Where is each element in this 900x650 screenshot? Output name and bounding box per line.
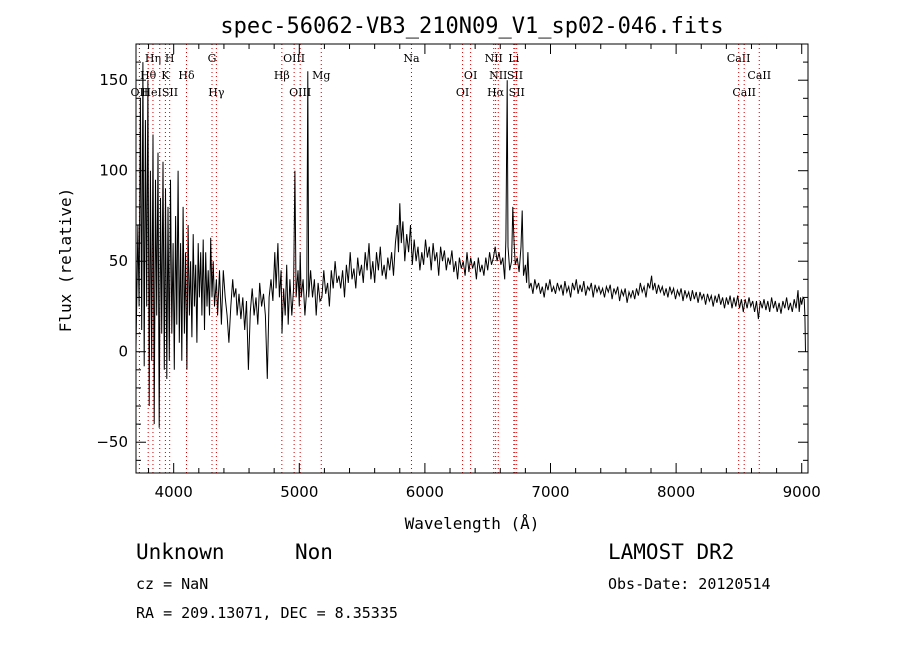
line-label-9: OIII	[283, 52, 305, 65]
line-label-1: Hη	[145, 52, 161, 65]
line-label-24: CaII	[747, 69, 771, 82]
line-label-22: CaII	[727, 52, 751, 65]
y-tick-label: 0	[118, 343, 128, 361]
y-axis-label: Flux (relative)	[56, 188, 75, 333]
y-tick-label: −50	[96, 433, 128, 451]
line-label-21: SII	[509, 86, 525, 99]
chart-title: spec-56062-VB3_210N09_V1_sp02-046.fits	[220, 14, 723, 39]
line-label-14: OI	[456, 86, 469, 99]
redshift-cz: cz = NaN	[136, 575, 209, 593]
spectrum-trace	[135, 62, 806, 428]
line-label-4: H	[165, 52, 175, 65]
x-tick-label: 5000	[280, 483, 318, 501]
x-tick-label: 4000	[155, 483, 193, 501]
y-axis: −50 0 50 100 150	[96, 61, 808, 461]
survey-name: LAMOST DR2	[608, 540, 735, 564]
y-tick-label: 150	[99, 71, 128, 89]
observation-date: Obs-Date: 20120514	[608, 575, 771, 593]
line-label-11: OIII	[289, 86, 311, 99]
line-label-20: SII	[507, 69, 523, 82]
spectrum-chart: spec-56062-VB3_210N09_V1_sp02-046.fits O…	[56, 14, 821, 533]
line-label-13: Na	[403, 52, 420, 65]
line-label-2: Hθ	[140, 69, 157, 82]
line-label-0: OII	[131, 86, 149, 99]
line-label-3: HeISII	[141, 86, 178, 99]
y-tick-label: 50	[109, 252, 128, 270]
x-tick-label: 7000	[531, 483, 569, 501]
x-axis-label: Wavelength (Å)	[405, 514, 540, 533]
line-label-23: CaII	[732, 86, 756, 99]
line-label-18: Hα	[487, 86, 505, 99]
x-tick-label: 8000	[657, 483, 695, 501]
line-label-19: Li	[508, 52, 519, 65]
line-label-10: Hβ	[274, 69, 290, 82]
object-class: Unknown	[136, 540, 225, 564]
line-label-7: G	[208, 52, 217, 65]
x-tick-label: 6000	[406, 483, 444, 501]
line-label-6: Hδ	[178, 69, 195, 82]
plot-frame	[135, 43, 809, 474]
line-label-17: NII	[489, 69, 507, 82]
x-axis: 4000 5000 6000 7000 8000 9000	[148, 44, 821, 501]
x-tick-label: 9000	[783, 483, 821, 501]
line-label-15: OI	[464, 69, 477, 82]
y-tick-label: 100	[99, 162, 128, 180]
line-label-5: K	[161, 69, 170, 82]
line-label-8: Hγ	[208, 86, 225, 99]
spectrum-line	[135, 62, 806, 428]
object-subclass: Non	[295, 540, 333, 564]
line-label-16: NII	[485, 52, 503, 65]
sky-coordinates: RA = 209.13071, DEC = 8.35335	[136, 604, 398, 622]
line-label-12: Mg	[312, 69, 330, 82]
